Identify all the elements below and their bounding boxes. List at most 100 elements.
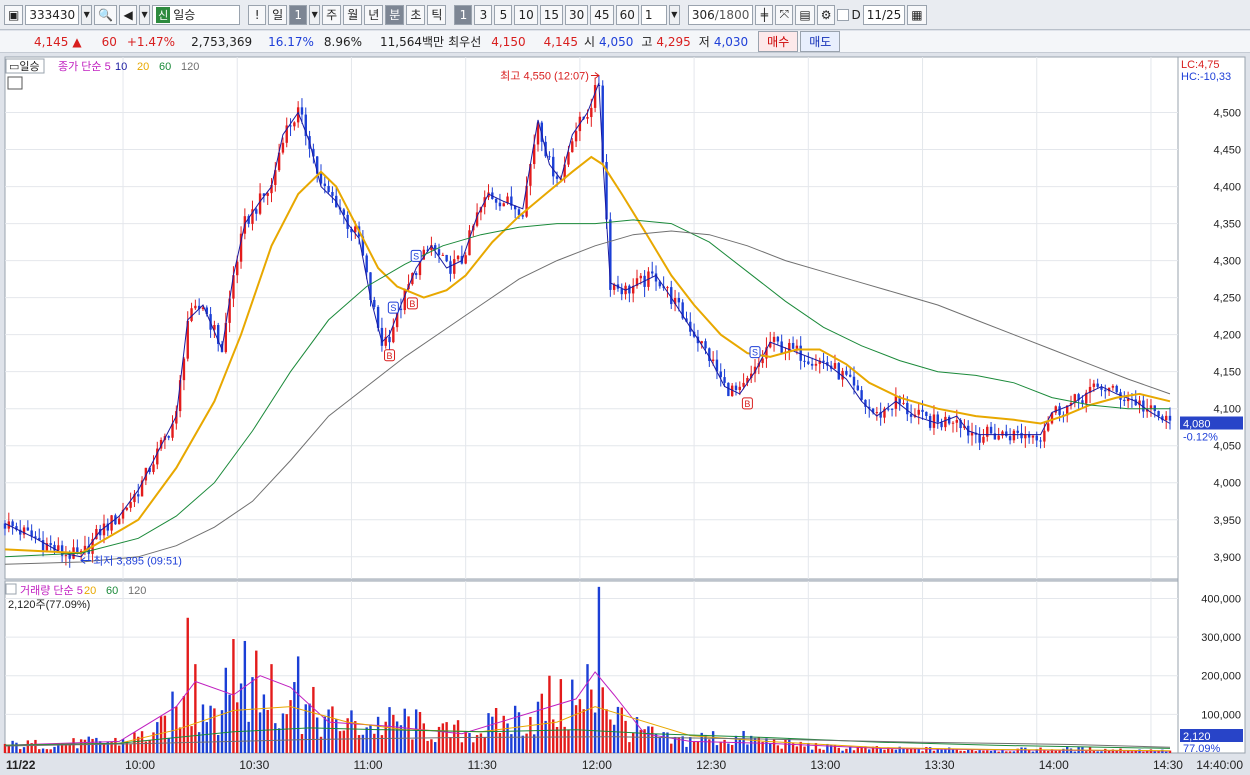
volume-bar [38, 749, 41, 753]
volume-bar [727, 743, 730, 753]
volume-bar [601, 687, 604, 753]
crosshair-icon[interactable]: ⤧ [775, 4, 794, 25]
change-value: 60 [101, 34, 117, 49]
period-week-button[interactable]: 주 [322, 4, 342, 25]
candle-body [388, 336, 391, 343]
minute-60-button[interactable]: 60 [615, 4, 639, 25]
stock-name-field[interactable]: 신 일승 [152, 4, 241, 25]
x-tick-label-end: 14:40:00 [1196, 758, 1243, 772]
sell-signal-marker [749, 346, 761, 359]
period-second-button[interactable]: 초 [406, 4, 426, 25]
volume-bar [434, 742, 437, 753]
candle-body [651, 271, 654, 274]
candle-body [266, 193, 269, 196]
candle-body [1054, 406, 1057, 413]
volume-bar [312, 686, 315, 753]
minute-3-button[interactable]: 3 [474, 4, 493, 25]
save-icon[interactable]: ▤ [795, 4, 815, 25]
candle-body [441, 254, 445, 256]
candle-body [799, 345, 802, 361]
count-total: /1800 [714, 7, 750, 22]
candle-body [205, 307, 208, 315]
volume-bar [68, 744, 71, 753]
candle-body [795, 345, 799, 349]
minute-1-button[interactable]: 1 [454, 4, 473, 25]
period-month-button[interactable]: 월 [343, 4, 363, 25]
volume-bar [1123, 751, 1126, 753]
candle-body [1001, 431, 1004, 436]
interval-input[interactable]: 1 [640, 4, 667, 25]
minute-30-button[interactable]: 30 [565, 4, 589, 25]
sell-button[interactable]: 매도 [800, 31, 841, 52]
candle-body [45, 543, 49, 551]
candle-type-icon[interactable]: ╪ [755, 4, 774, 25]
day-count-dropdown-icon[interactable]: ▼ [309, 4, 321, 25]
volume-bar [708, 739, 711, 753]
volume-bar [399, 725, 403, 753]
window-menu-icon[interactable]: ▣ [4, 4, 24, 25]
volume-bar [917, 749, 920, 753]
volume-bar [654, 733, 658, 753]
candle-body [590, 107, 593, 118]
volume-bar [3, 743, 7, 753]
volume-bar [159, 716, 163, 753]
last-volume-box [1180, 729, 1243, 742]
calendar-icon[interactable]: ▦ [907, 4, 927, 25]
volume-ma60-line [4, 727, 1171, 749]
high-arrow-icon [590, 72, 600, 79]
volume-bar [205, 722, 208, 753]
candle-body [654, 273, 658, 282]
period-minute-button[interactable]: 분 [385, 4, 405, 25]
volume-bar [696, 741, 700, 753]
candle-body [906, 402, 909, 415]
volume-bar [98, 741, 102, 753]
candle-body [791, 342, 795, 349]
volume-bar [125, 741, 129, 753]
volume-bar [209, 705, 212, 753]
candle-body [822, 360, 825, 363]
period-day-count[interactable]: 1 [289, 4, 308, 25]
period-year-button[interactable]: 년 [364, 4, 384, 25]
volume-bar [22, 747, 26, 753]
candle-body [852, 376, 856, 386]
candle-body [902, 402, 905, 404]
candle-body [529, 164, 532, 186]
count-input[interactable]: 306 /1800 [687, 4, 754, 25]
minute-10-button[interactable]: 10 [514, 4, 538, 25]
candle-body [1066, 405, 1069, 416]
volume-legend-item: 60 [106, 585, 118, 597]
warning-button[interactable]: ! [248, 4, 267, 25]
volume-bar [285, 714, 288, 753]
candle-body [213, 325, 216, 330]
volume-bar [662, 732, 665, 753]
period-tick-button[interactable]: 틱 [427, 4, 447, 25]
code-dropdown-icon[interactable]: ▼ [81, 4, 93, 25]
last-price-label: 4,080 [1183, 419, 1211, 431]
candle-body [719, 371, 722, 378]
volume-bar [376, 716, 380, 753]
stock-code-input[interactable]: 333430 [25, 4, 80, 25]
candle-body [144, 467, 148, 481]
minute-5-button[interactable]: 5 [494, 4, 513, 25]
volume-bar [1142, 751, 1145, 753]
period-day-button[interactable]: 일 [268, 4, 288, 25]
minute-15-button[interactable]: 15 [539, 4, 563, 25]
date-checkbox[interactable] [837, 8, 850, 21]
volume-bar [319, 736, 323, 753]
date-input[interactable]: 11/25 [862, 4, 906, 25]
speaker-dropdown-icon[interactable]: ▼ [139, 4, 151, 25]
x-tick-label: 10:30 [239, 758, 269, 772]
speaker-icon[interactable]: ◀ [119, 4, 138, 25]
search-icon[interactable]: 🔍 [94, 4, 118, 25]
interval-dropdown-icon[interactable]: ▼ [668, 4, 680, 25]
buy-button[interactable]: 매수 [758, 31, 799, 52]
volume-bar [913, 747, 917, 753]
settings-gear-icon[interactable]: ⚙ [816, 4, 836, 25]
chart-area[interactable]: 11/22 10:00 10:30 11:00 11:30 12:00 12:30 13:00… [0, 55, 1250, 775]
volume-bar [692, 741, 696, 753]
minute-45-button[interactable]: 45 [590, 4, 614, 25]
candle-body [76, 547, 79, 553]
volume-bar [723, 739, 726, 753]
volume-bar [361, 734, 365, 753]
candle-body [186, 320, 189, 359]
